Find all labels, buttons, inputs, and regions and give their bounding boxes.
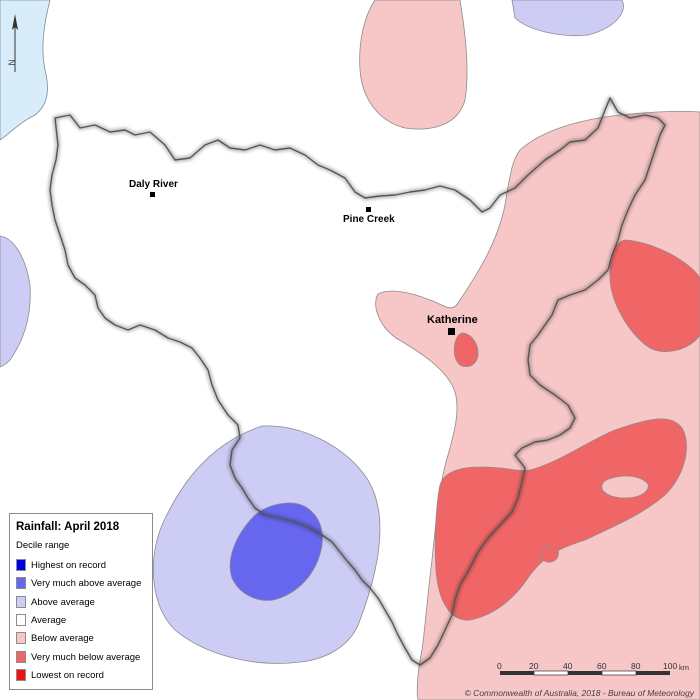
legend-subtitle: Decile range (16, 540, 70, 551)
scale-unit-label: km (679, 663, 689, 672)
scale-tick-label: 0 (497, 661, 502, 671)
above-average-region-top (511, 0, 624, 37)
very-much-below-average-region-east (609, 239, 700, 352)
north-label: N (7, 59, 17, 66)
legend-swatch (16, 596, 26, 608)
legend-label: Highest on record (31, 559, 106, 571)
legend-swatch (16, 577, 26, 589)
legend-item: Highest on record (16, 558, 106, 572)
below-average-region-east (375, 110, 700, 700)
scale-tick-label: 100 (663, 661, 678, 671)
town-label-pine-creek: Pine Creek (343, 214, 395, 225)
legend-label: Very much above average (31, 577, 142, 589)
ocean-area (0, 0, 51, 141)
very-much-below-average-region-south (434, 418, 687, 621)
legend-item: Below average (16, 631, 94, 645)
below-average-region-north (359, 0, 468, 130)
above-average-region-west (0, 235, 31, 368)
legend-swatch (16, 651, 26, 663)
legend-item: Lowest on record (16, 668, 104, 682)
town-marker-daly-river (150, 192, 155, 197)
legend-swatch (16, 632, 26, 644)
north-arrow (12, 14, 18, 72)
town-marker-katherine (448, 328, 455, 335)
legend-item: Average (16, 613, 66, 627)
town-label-katherine: Katherine (427, 314, 478, 326)
scale-tick-label: 20 (529, 661, 539, 671)
very-much-below-average-region-katherine (453, 332, 479, 367)
catchment-boundary (49, 97, 666, 666)
legend-item: Very much above average (16, 576, 141, 590)
scale-bar (500, 670, 670, 676)
legend-label: Above average (31, 596, 95, 608)
copyright-notice: © Commonwealth of Australia, 2018 - Bure… (464, 688, 694, 698)
legend-label: Very much below average (31, 651, 141, 663)
town-label-daly-river: Daly River (129, 179, 178, 190)
scale-tick-label: 80 (631, 661, 641, 671)
scale-tick-label: 40 (563, 661, 573, 671)
scale-tick-label: 60 (597, 661, 607, 671)
legend-panel: Rainfall: April 2018 Decile range Highes… (9, 513, 153, 690)
town-marker-pine-creek (366, 207, 371, 212)
legend-label: Below average (31, 632, 94, 644)
legend-title: Rainfall: April 2018 (16, 521, 120, 533)
legend-label: Average (31, 614, 67, 626)
legend-item: Very much below average (16, 650, 140, 664)
legend-swatch (16, 614, 26, 626)
legend-swatch (16, 669, 26, 681)
below-average-hole (601, 475, 649, 499)
legend-label: Lowest on record (31, 669, 104, 681)
legend-item: Above average (16, 595, 95, 609)
legend-swatch (16, 559, 26, 571)
very-much-below-average-region-small (541, 545, 559, 563)
